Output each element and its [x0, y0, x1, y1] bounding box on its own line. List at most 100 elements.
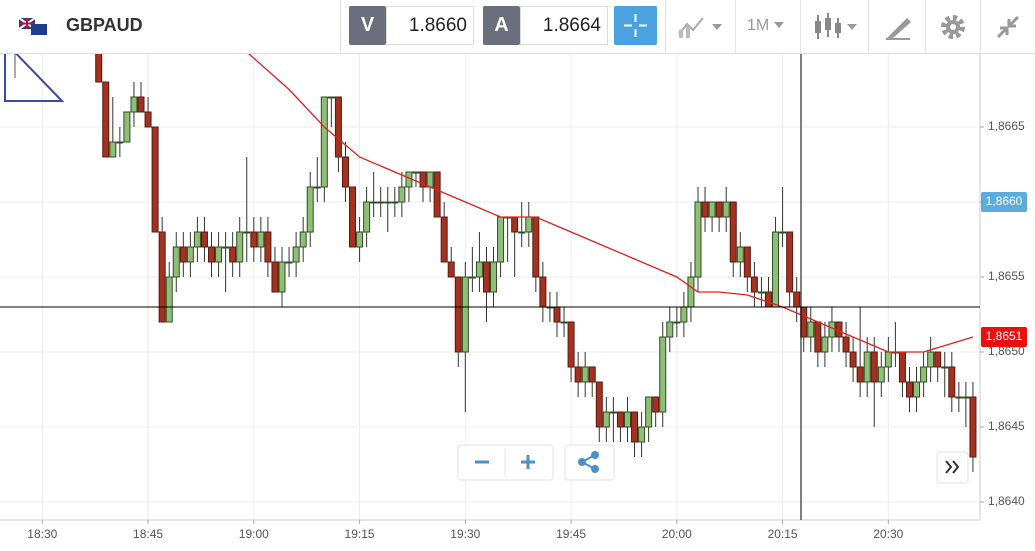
candle-body	[447, 261, 455, 278]
bid-price[interactable]: 1.8660	[386, 6, 474, 45]
candle-body	[898, 351, 906, 383]
candle-body	[609, 411, 617, 414]
plot	[95, 54, 977, 472]
crosshair-button[interactable]	[614, 6, 657, 45]
candle-body	[285, 261, 293, 264]
candle-body	[490, 261, 498, 293]
candle-body	[179, 246, 187, 263]
candle-body	[193, 231, 201, 248]
candle-type-button[interactable]	[812, 12, 867, 42]
candle-body	[313, 186, 321, 189]
x-tick-label: 19:15	[345, 527, 375, 541]
separator	[868, 0, 869, 53]
candle-body	[341, 156, 349, 188]
candle-body	[736, 246, 744, 263]
share-button[interactable]	[564, 444, 615, 481]
timeframe[interactable]: 1M	[747, 17, 770, 34]
settings-button[interactable]	[938, 12, 968, 42]
candle-body	[729, 201, 737, 263]
candle-body	[913, 381, 921, 398]
candle-body	[200, 231, 208, 248]
candle-body	[419, 171, 427, 188]
candle-body	[215, 246, 223, 263]
candle-body	[905, 381, 913, 398]
x-tick-label: 18:30	[27, 527, 57, 541]
y-tick-label: 1,8665	[988, 119, 1025, 133]
candle-body	[941, 366, 949, 369]
candle-body	[511, 216, 519, 233]
candle-body	[130, 96, 138, 113]
candle-body	[553, 306, 561, 323]
ask-price[interactable]: 1.8664	[520, 6, 608, 45]
candle-body	[356, 231, 364, 248]
price-marker-label: 1,8660	[986, 194, 1023, 208]
candle-body	[680, 306, 688, 323]
scroll-right-button[interactable]	[936, 451, 969, 484]
candle-body	[349, 186, 357, 248]
candle-body	[772, 231, 780, 308]
candle-body	[948, 366, 956, 398]
candle-body	[518, 231, 526, 234]
candle-body	[659, 336, 667, 413]
bid-label[interactable]: V	[349, 6, 386, 45]
candle-body	[567, 321, 575, 368]
candle-body	[334, 96, 342, 158]
zoom-in[interactable]	[521, 455, 535, 469]
separator	[735, 0, 736, 53]
candle-body	[884, 351, 892, 368]
chart-type-button[interactable]	[676, 12, 731, 42]
candle-body	[292, 246, 300, 263]
candle-body	[299, 231, 307, 248]
flag-icon	[19, 18, 47, 35]
candle-body	[250, 231, 258, 248]
candle-body	[842, 336, 850, 353]
candle-body	[715, 201, 723, 218]
dropdown-arrow	[774, 22, 784, 28]
candle-body	[384, 201, 392, 204]
candle-body	[475, 261, 483, 278]
collapse-button[interactable]	[993, 12, 1023, 42]
drawing-tool-button[interactable]	[883, 12, 913, 42]
candle-body	[363, 201, 371, 233]
candle-body	[588, 366, 596, 383]
candle-body	[95, 54, 103, 83]
candle-body	[673, 321, 681, 324]
candle-body	[856, 366, 864, 383]
candle-body	[574, 366, 582, 383]
candle-body	[109, 141, 117, 158]
candle-body	[208, 246, 216, 263]
candle-body	[461, 276, 469, 353]
scroll-right-icon	[945, 460, 960, 474]
candle-body	[222, 246, 230, 249]
candle-body	[158, 231, 166, 323]
candle-body	[800, 306, 808, 338]
candle-body	[969, 396, 977, 458]
candle-body	[123, 111, 131, 143]
x-tick-label: 20:15	[768, 527, 798, 541]
candle-body	[701, 201, 709, 218]
candle-body	[229, 246, 237, 263]
candle-body	[137, 96, 145, 113]
candle-body	[102, 81, 110, 158]
candle-body	[186, 246, 194, 263]
x-tick-label: 20:00	[662, 527, 692, 541]
candle-body	[708, 201, 716, 218]
candle-body	[165, 276, 173, 323]
candle-body	[638, 426, 646, 443]
candle-body	[320, 96, 328, 188]
toolbar: GBPAUD V 1.8660 A 1.8664 1M	[0, 0, 1035, 54]
candle-body	[743, 246, 751, 278]
candle-body	[560, 321, 568, 324]
candle-body	[236, 231, 244, 263]
candle-body	[870, 351, 878, 383]
axes: 1,8640 1,8645 1,8650 1,8655 1,8660 1,8665 18:3…	[27, 119, 1027, 541]
ask-label[interactable]: A	[483, 6, 520, 45]
y-tick-label: 1,8645	[988, 419, 1025, 433]
moving-average	[248, 54, 974, 353]
drawing-triangle[interactable]	[4, 39, 65, 102]
candle-body	[616, 411, 624, 428]
candle-body	[257, 231, 265, 248]
candle-body	[327, 96, 335, 99]
